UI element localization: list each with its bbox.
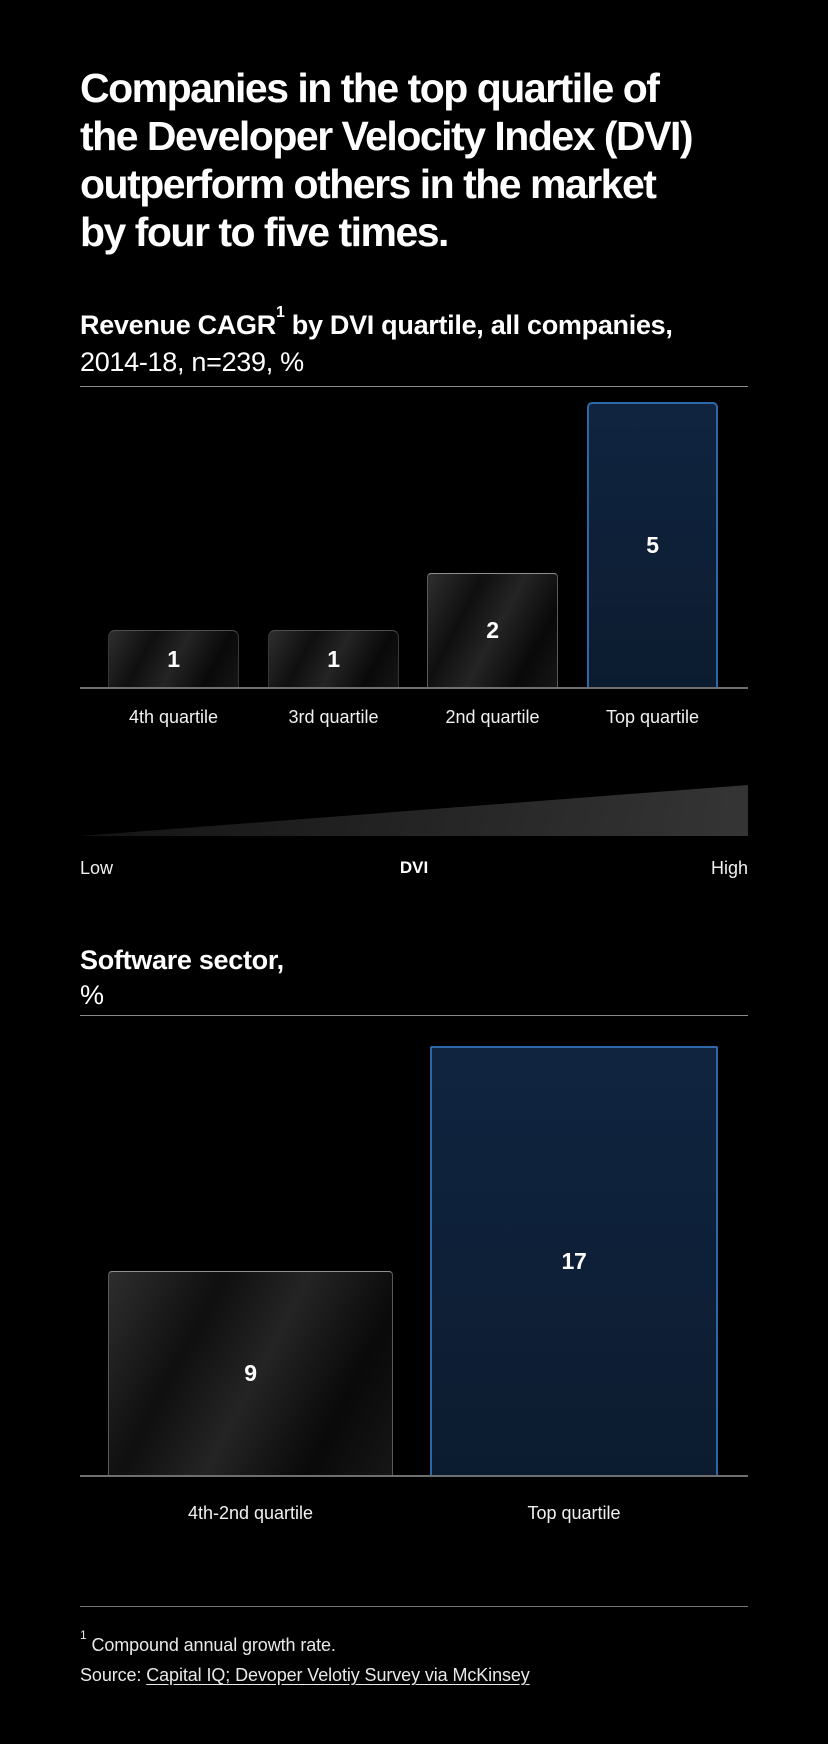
bar-top-quartile: 5: [587, 402, 718, 687]
footnotes: 1 Compound annual growth rate. Source: C…: [80, 1625, 748, 1690]
bar-chart-all-companies: 1 1 2 5: [80, 387, 748, 689]
page-title-line: outperform others in the market: [80, 161, 657, 207]
x-axis-label-4th-quartile: 4th quartile: [128, 707, 219, 727]
page-title: Companies in the top quartile of the Dev…: [80, 64, 748, 256]
bar-value-label: 1: [167, 645, 180, 672]
bar-value-label: 9: [244, 1360, 257, 1386]
chart-title-text-rest: by DVI quartile, all companies,: [284, 310, 673, 340]
x-axis-labels-all-companies: 4th quartile 3rd quartile 2nd quartile T…: [80, 707, 748, 731]
x-axis-label-3rd-quartile: 3rd quartile: [288, 707, 379, 727]
footer-divider: [80, 1606, 748, 1607]
chart-title-line1: Revenue CAGR1 by DVI quartile, all compa…: [80, 301, 748, 344]
dvi-axis-legend: Low DVI High: [80, 785, 748, 882]
x-axis-label-top-quartile: Top quartile: [527, 1503, 621, 1523]
chart-title-line2: %: [80, 980, 104, 1010]
bar-value-label: 1: [327, 645, 340, 672]
footnote-marker: 1: [275, 303, 285, 321]
bar-4th-quartile: 1: [108, 630, 239, 687]
wedge-label-low: Low: [80, 858, 114, 878]
x-axis-labels-software: 4th-2nd quartile Top quartile: [80, 1503, 748, 1527]
source-line: Source: Capital IQ; Devoper Velotiy Surv…: [80, 1660, 748, 1690]
chart-title-text: Revenue CAGR: [80, 310, 276, 340]
bar-value-label: 2: [486, 617, 499, 643]
footnote-cagr: 1 Compound annual growth rate.: [80, 1625, 748, 1660]
page-title-line: the Developer Velocity Index (DVI): [80, 113, 694, 159]
chart-title-line2: 2014-18, n=239, %: [80, 347, 304, 377]
x-axis-label-4th-2nd-quartile: 4th-2nd quartile: [187, 1503, 314, 1523]
chart-title-software: Software sector, %: [80, 943, 748, 1013]
page-title-line: Companies in the top quartile of: [80, 65, 660, 111]
bar-value-label: 17: [561, 1248, 587, 1274]
wedge-label-high: High: [710, 858, 748, 878]
x-axis-label-top-quartile: Top quartile: [605, 707, 700, 727]
x-axis-label-2nd-quartile: 2nd quartile: [445, 707, 540, 727]
bar-4th-2nd-quartile: 9: [108, 1271, 393, 1475]
footnote-text: Compound annual growth rate.: [86, 1635, 336, 1655]
source-link[interactable]: Capital IQ; Devoper Velotiy Survey via M…: [146, 1665, 530, 1685]
bar-top-quartile-software: 17: [430, 1046, 718, 1475]
dvi-gradient-wedge: [80, 785, 748, 836]
wedge-label-dvi: DVI: [399, 858, 429, 877]
bar-chart-software: 9 17: [80, 1016, 748, 1477]
footer: 1 Compound annual growth rate. Source: C…: [80, 1606, 748, 1690]
chart-title-line1: Software sector,: [80, 945, 284, 975]
chart-section-software: Software sector, % 9 17 4th-2nd quartile…: [80, 943, 748, 1527]
bar-2nd-quartile: 2: [427, 573, 558, 687]
divider: [80, 386, 748, 387]
divider: [80, 1015, 748, 1016]
bar-value-label: 5: [646, 532, 659, 558]
chart-title-all-companies: Revenue CAGR1 by DVI quartile, all compa…: [80, 301, 748, 381]
source-prefix: Source:: [80, 1665, 147, 1685]
chart-section-all-companies: Revenue CAGR1 by DVI quartile, all compa…: [80, 301, 748, 731]
bar-3rd-quartile: 1: [268, 630, 399, 687]
dvi-wedge-labels: Low DVI High: [80, 858, 748, 882]
footnote-marker: 1: [80, 1628, 87, 1643]
page-title-line: by four to five times.: [80, 209, 449, 255]
